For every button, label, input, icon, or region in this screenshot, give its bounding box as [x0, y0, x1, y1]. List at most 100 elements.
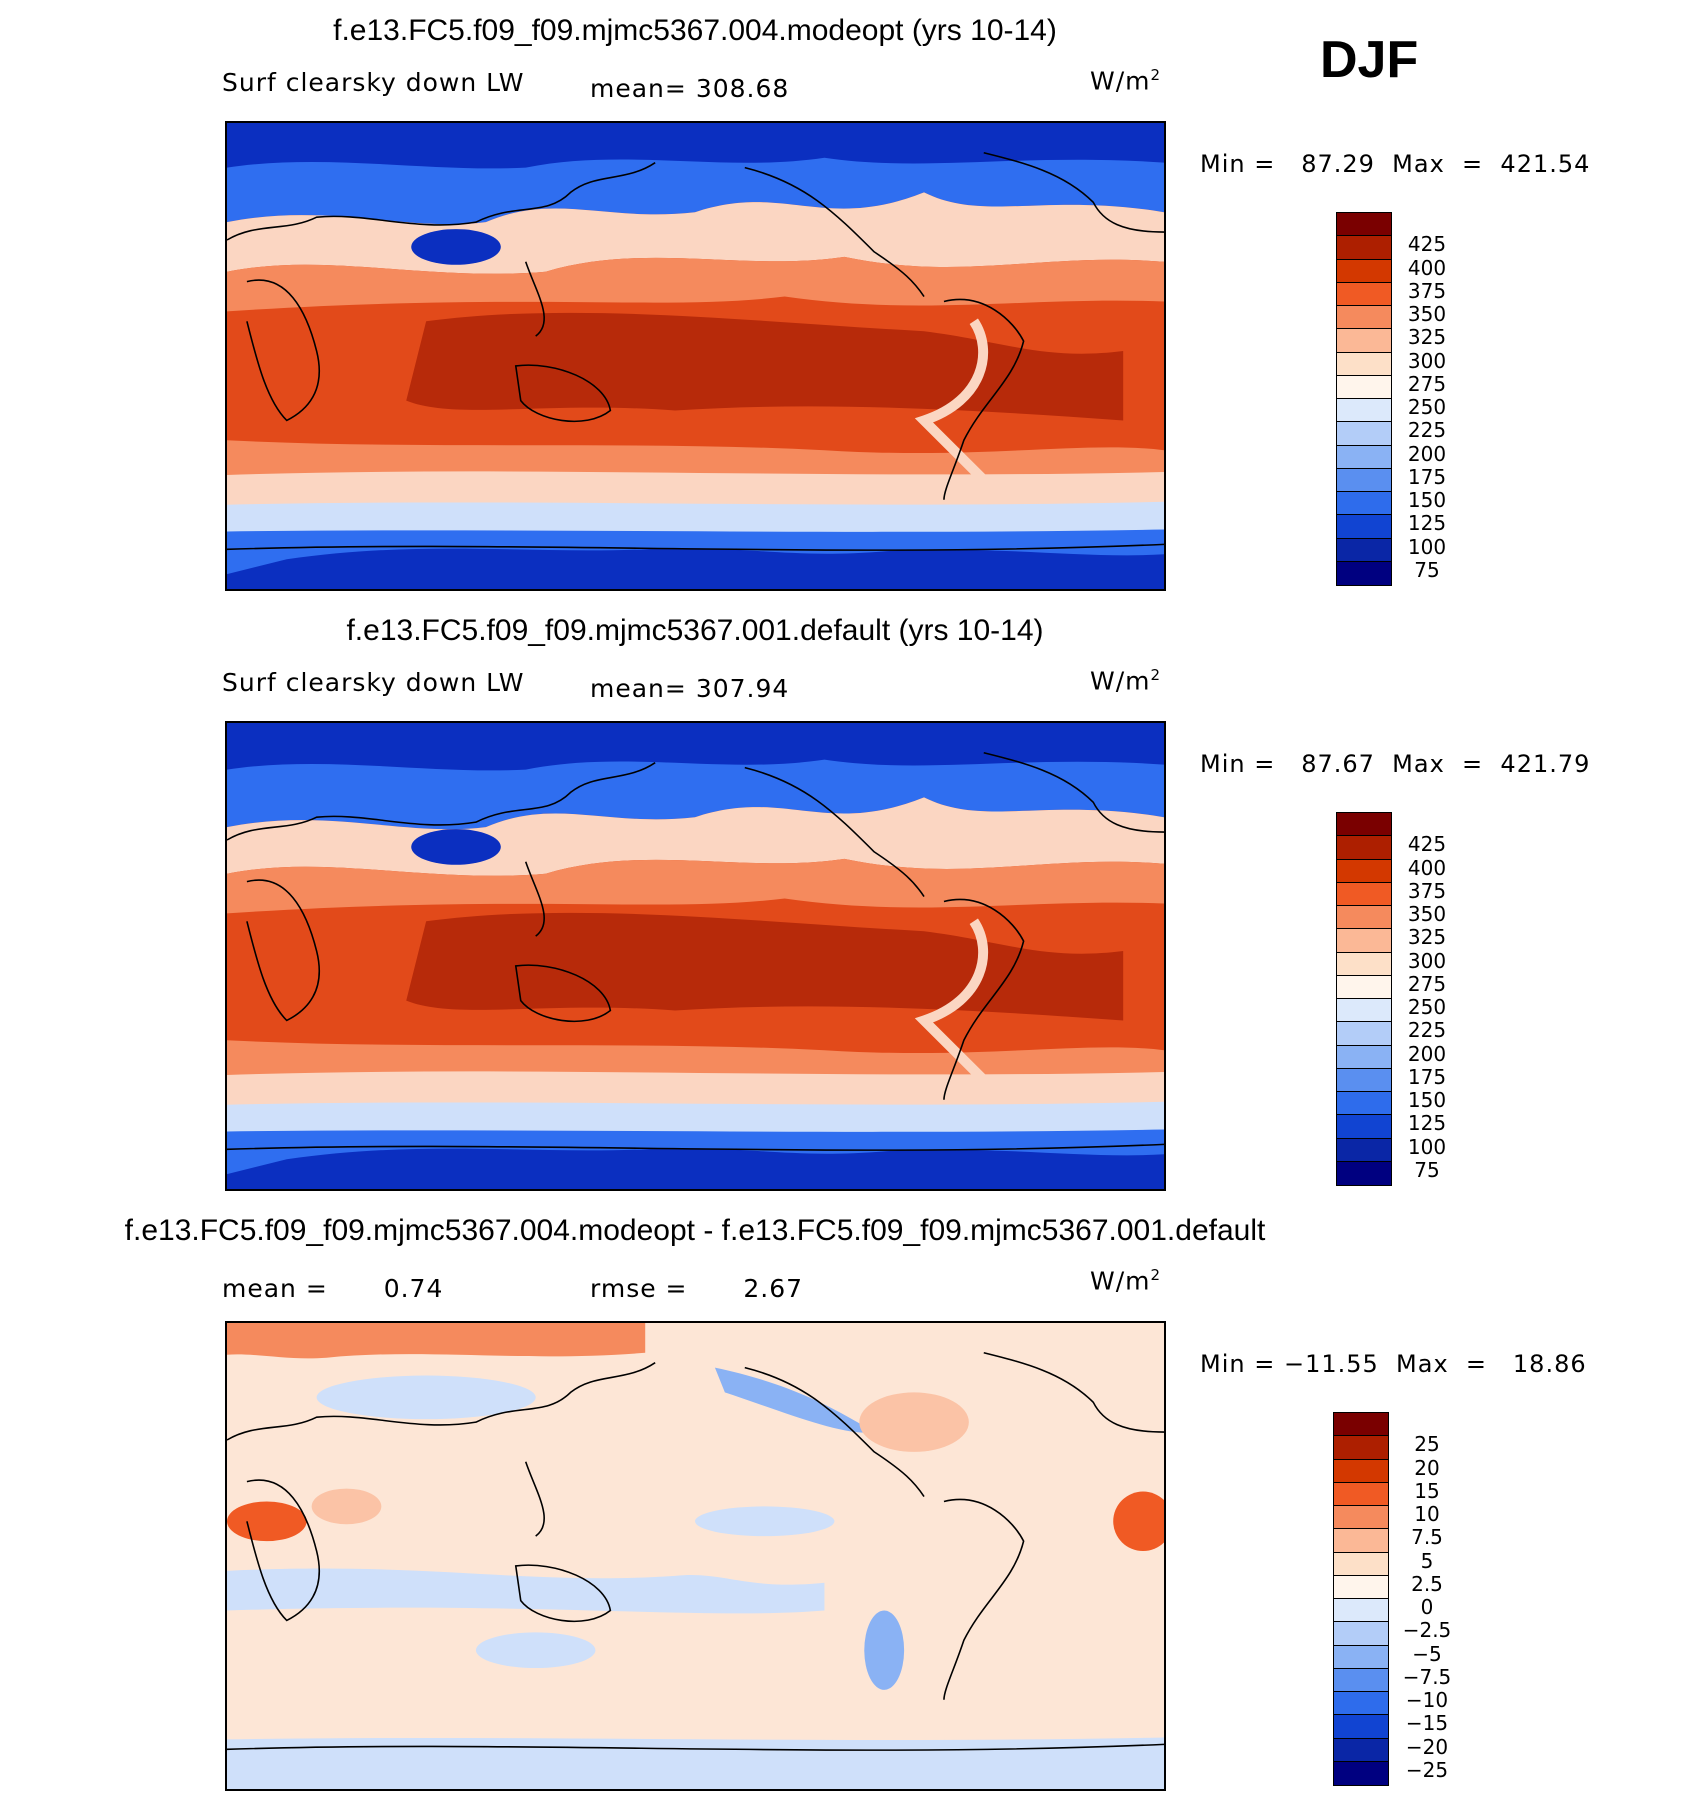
colorbar-swatch	[1337, 515, 1391, 539]
colorbar-swatch	[1337, 1092, 1391, 1116]
colorbar-swatch	[1337, 259, 1391, 283]
panel2-antarctic-core	[227, 1148, 1164, 1189]
panel1-south-transition	[227, 471, 1164, 508]
panel2-south-warm-edge	[227, 1040, 1164, 1080]
colorbar-swatch	[1337, 906, 1391, 930]
colorbar-swatch	[1337, 375, 1391, 399]
colorbar-tick-label: 375	[1407, 278, 1447, 303]
colorbar-tick-label: 250	[1407, 995, 1447, 1020]
colorbar-tick-label: 0	[1420, 1595, 1434, 1620]
colorbar-swatch	[1337, 859, 1391, 883]
panel1-andes-cool	[914, 318, 989, 484]
panel2-variable: Surf clearsky down LW	[222, 668, 525, 697]
panel1-north-deep-band	[227, 123, 1164, 169]
colorbar-tick-label: 275	[1407, 971, 1447, 996]
colorbar-tick-label: 5	[1420, 1548, 1434, 1573]
panel2-mean: mean= 307.94	[590, 674, 789, 703]
colorbar-tick-label: 125	[1407, 511, 1447, 536]
colorbar-swatch	[1334, 1529, 1388, 1553]
panel3-mean: mean = 0.74	[222, 1274, 443, 1303]
panel3-rmse-label: rmse =	[590, 1274, 688, 1303]
panel2-minmax: Min = 87.67 Max = 421.79	[1200, 750, 1591, 778]
colorbar-tick-label: 100	[1407, 534, 1447, 559]
panel2-north-deep-band	[227, 723, 1164, 771]
panel1-coastlines	[227, 151, 1164, 551]
colorbar-tick-label: 150	[1407, 1088, 1447, 1113]
colorbar-swatch	[1337, 445, 1391, 469]
panel3-southamerica-negative	[864, 1610, 905, 1690]
panel1-mean-value: 308.68	[695, 74, 790, 103]
panel1-warm-pool	[406, 312, 1124, 421]
panel2-title: f.e13.FC5.f09_f09.mjmc5367.001.default (…	[346, 614, 1044, 647]
panel3-mean-label: mean =	[222, 1274, 328, 1303]
colorbar-swatch	[1337, 538, 1391, 562]
panel3-map-graphic	[227, 1323, 1164, 1789]
panel2-map-graphic	[227, 723, 1164, 1189]
panel1-mean-label: mean=	[590, 74, 687, 103]
panel2-south-cool-band	[227, 1101, 1164, 1136]
colorbar-swatch	[1337, 1161, 1391, 1185]
colorbar-swatch	[1337, 306, 1391, 330]
panel3-pacific-negative	[695, 1506, 835, 1537]
colorbar-swatch	[1337, 1138, 1391, 1162]
colorbar-swatch	[1334, 1482, 1388, 1506]
colorbar-tick-label: 250	[1407, 395, 1447, 420]
panel2-mean-value: 307.94	[695, 674, 790, 703]
colorbar-tick-label: 200	[1407, 1041, 1447, 1066]
colorbar-tick-label: 150	[1407, 488, 1447, 513]
panel1-map-graphic	[227, 123, 1164, 589]
colorbar-tick-label: 125	[1407, 1111, 1447, 1136]
panel2-map	[225, 721, 1166, 1191]
colorbar-tick-label: 200	[1407, 441, 1447, 466]
panel3-minmax: Min = −11.55 Max = 18.86	[1200, 1350, 1587, 1378]
panel1-south-cool-band	[227, 501, 1164, 536]
panel1-antarctic-core	[227, 548, 1164, 589]
colorbar-tick-label: −20	[1405, 1734, 1449, 1759]
colorbar-swatch	[1337, 561, 1391, 585]
colorbar-tick-label: 425	[1407, 832, 1447, 857]
colorbar-swatch	[1337, 975, 1391, 999]
colorbar-swatch	[1334, 1436, 1388, 1460]
panel3-rmse: rmse = 2.67	[590, 1274, 803, 1303]
colorbar-swatch	[1334, 1413, 1388, 1437]
colorbar-tick-label: 175	[1407, 464, 1447, 489]
colorbar-tick-label: 20	[1414, 1455, 1440, 1480]
colorbar-swatch	[1337, 236, 1391, 260]
colorbar-tick-label: 10	[1414, 1502, 1440, 1527]
panel1-minmax: Min = 87.29 Max = 421.54	[1200, 150, 1591, 178]
colorbar-swatch	[1334, 1552, 1388, 1576]
panel2-tibet-cold	[411, 829, 501, 865]
panel3-atlantic-positive	[1113, 1491, 1164, 1552]
colorbar-tick-label: 2.5	[1411, 1571, 1443, 1596]
colorbar-swatch	[1334, 1738, 1388, 1762]
panel2-mean-label: mean=	[590, 674, 687, 703]
colorbar-swatch	[1337, 468, 1391, 492]
colorbar-swatch	[1337, 352, 1391, 376]
colorbar-swatch	[1334, 1761, 1388, 1785]
panel3-rmse-value: 2.67	[743, 1274, 804, 1303]
panel2-units: W/m2	[1090, 666, 1162, 696]
colorbar-swatch	[1337, 492, 1391, 516]
colorbar-tick-label: 100	[1407, 1134, 1447, 1159]
colorbar-tick-label: −15	[1405, 1711, 1449, 1736]
colorbar-swatch	[1337, 282, 1391, 306]
colorbar-swatch	[1337, 1022, 1391, 1046]
colorbar-swatch	[1337, 929, 1391, 953]
colorbar-swatch	[1337, 813, 1391, 837]
panel3-mean-value: 0.74	[383, 1274, 444, 1303]
colorbar-tick-label: 425	[1407, 232, 1447, 257]
colorbar-tick-label: −25	[1405, 1757, 1449, 1782]
panel1-north-warm-edge	[227, 256, 1164, 312]
panel1-title: f.e13.FC5.f09_f09.mjmc5367.004.modeopt (…	[333, 14, 1057, 47]
panel1-map	[225, 121, 1166, 591]
colorbar-tick-label: 325	[1407, 325, 1447, 350]
panel2-south-transition	[227, 1071, 1164, 1108]
colorbar-swatch	[1337, 329, 1391, 353]
panel3-map	[225, 1321, 1166, 1791]
colorbar-tick-label: 400	[1407, 855, 1447, 880]
colorbar-swatch	[1334, 1506, 1388, 1530]
panel3-antarctic-negative	[227, 1737, 1164, 1789]
colorbar-tick-label: 400	[1407, 255, 1447, 280]
panel3-canada-positive	[859, 1392, 969, 1452]
colorbar-tick-label: −7.5	[1402, 1664, 1452, 1689]
